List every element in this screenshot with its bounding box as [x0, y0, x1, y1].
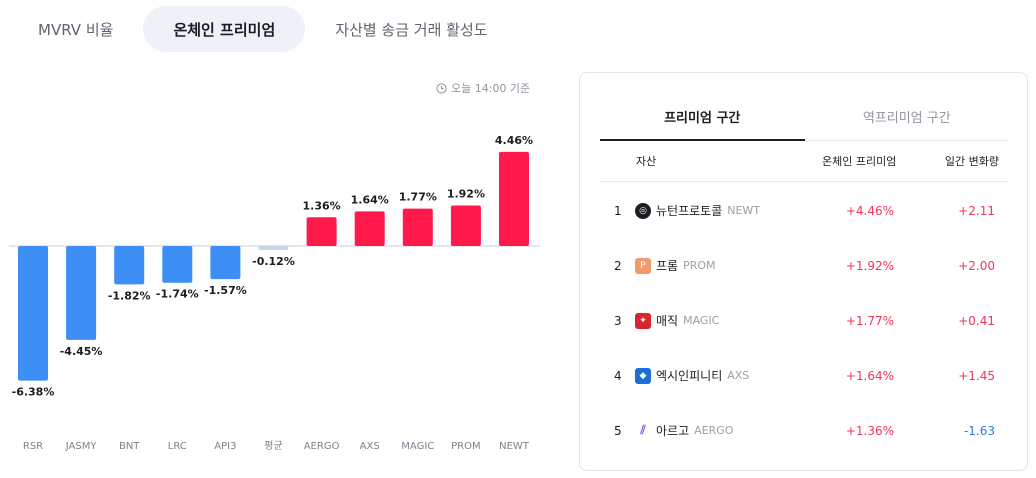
- axs-icon: ◆: [635, 367, 651, 384]
- bar-value-label: 1.92%: [447, 187, 485, 200]
- asset-cell: ◆ 엑시인피니티 AXS: [635, 367, 749, 384]
- bar-axs[interactable]: [354, 211, 385, 246]
- daily-change-value: +0.41: [958, 314, 995, 328]
- daily-change-value: +1.45: [958, 369, 995, 383]
- bar-api3[interactable]: [210, 246, 241, 280]
- asset-cell: ✦ 매직 MAGIC: [635, 312, 719, 329]
- bar-value-label: 4.46%: [495, 134, 533, 147]
- magic-icon: ✦: [635, 312, 651, 329]
- category-label: AERGO: [304, 441, 340, 452]
- prom-icon: P: [635, 257, 651, 274]
- daily-change-value: +2.00: [958, 259, 995, 273]
- bar-newt[interactable]: [499, 151, 529, 246]
- ranking-row[interactable]: 4 ◆ 엑시인피니티 AXS +1.64% +1.45: [600, 348, 1009, 403]
- asset-ticker: AXS: [727, 369, 750, 382]
- bar-prom[interactable]: [450, 205, 481, 246]
- category-label: PROM: [451, 441, 480, 452]
- category-label: JASMY: [65, 441, 98, 452]
- ranking-row[interactable]: 1 ◎ 뉴턴프로토콜 NEWT +4.46% +2.11: [600, 183, 1009, 238]
- category-label: AXS: [360, 441, 380, 452]
- rank-number: 3: [614, 314, 622, 328]
- bar-rsr[interactable]: [18, 246, 48, 381]
- asset-cell: ⫽ 아르고 AERGO: [635, 422, 733, 439]
- asset-name: 프롬: [656, 259, 679, 273]
- asset-name: 매직: [656, 314, 679, 328]
- category-label: LRC: [168, 441, 187, 452]
- bar-value-label: -1.74%: [156, 288, 199, 301]
- header-premium: 온체인 프리미엄: [822, 155, 897, 168]
- premium-ranking-card: 프리미엄 구간 역프리미엄 구간 자산 온체인 프리미엄 일간 변화량 1 ◎ 뉴턴…: [579, 72, 1028, 471]
- ranking-row[interactable]: 5 ⫽ 아르고 AERGO +1.36% -1.63: [600, 403, 1009, 458]
- timestamp: 오늘 14:00 기준: [436, 80, 530, 96]
- asset-ticker: MAGIC: [683, 314, 720, 327]
- bar-bnt[interactable]: [114, 246, 145, 285]
- ranking-tabs: 프리미엄 구간 역프리미엄 구간: [600, 93, 1009, 141]
- header-change: 일간 변화량: [944, 155, 999, 168]
- bar-lrc[interactable]: [162, 246, 193, 283]
- premium-value: +1.77%: [845, 314, 894, 328]
- asset-name: 뉴턴프로토콜: [656, 204, 723, 218]
- ranking-row[interactable]: 3 ✦ 매직 MAGIC +1.77% +0.41: [600, 293, 1009, 348]
- bar-value-label: -4.45%: [60, 345, 103, 358]
- bar-aergo[interactable]: [306, 217, 337, 246]
- bar-jasmy[interactable]: [66, 246, 97, 340]
- bar-value-label: 1.77%: [399, 191, 437, 204]
- category-label: NEWT: [499, 441, 530, 452]
- premium-value: +1.64%: [845, 369, 894, 383]
- bar-value-label: -6.38%: [12, 386, 55, 399]
- rank-number: 1: [614, 204, 622, 218]
- asset-cell: P 프롬 PROM: [635, 257, 716, 274]
- category-label: 평균: [264, 440, 282, 452]
- category-label: API3: [214, 441, 236, 452]
- bar-value-label: -1.82%: [108, 289, 151, 302]
- rank-number: 2: [614, 259, 622, 273]
- tab-transfer-activity[interactable]: 자산별 송금 거래 활성도: [335, 20, 488, 39]
- header-asset: 자산: [636, 155, 657, 168]
- tab-reverse-premium-range[interactable]: 역프리미엄 구간: [862, 111, 951, 126]
- rank-number: 5: [614, 424, 622, 438]
- ranking-table-header: 자산 온체인 프리미엄 일간 변화량: [600, 141, 1009, 182]
- asset-cell: ◎ 뉴턴프로토콜 NEWT: [635, 202, 760, 219]
- clock-icon: [436, 82, 447, 94]
- category-label: BNT: [119, 441, 140, 452]
- premium-value: +1.36%: [845, 424, 894, 438]
- tab-premium-range[interactable]: 프리미엄 구간: [600, 93, 805, 141]
- bar-value-label: -0.12%: [252, 255, 295, 268]
- asset-name: 아르고: [656, 424, 690, 438]
- timestamp-text: 오늘 14:00 기준: [451, 82, 531, 95]
- asset-ticker: AERGO: [694, 424, 734, 437]
- newton-icon: ◎: [635, 202, 651, 219]
- bar-평균[interactable]: [258, 246, 289, 250]
- tab-onchain-premium[interactable]: 온체인 프리미엄: [143, 6, 306, 52]
- bar-value-label: 1.64%: [351, 193, 389, 206]
- asset-ticker: PROM: [683, 259, 716, 272]
- ranking-table-body: 1 ◎ 뉴턴프로토콜 NEWT +4.46% +2.11 2 P 프롬 PROM +1.92% +2.…: [600, 183, 1009, 458]
- tab-mvrv-ratio[interactable]: MVRV 비율: [38, 20, 114, 39]
- premium-value: +4.46%: [845, 204, 894, 218]
- bar-value-label: 1.36%: [303, 199, 341, 212]
- premium-value: +1.92%: [845, 259, 894, 273]
- asset-ticker: NEWT: [727, 204, 761, 217]
- bar-magic[interactable]: [402, 208, 433, 246]
- category-label: MAGIC: [401, 441, 434, 452]
- aergo-icon: ⫽: [635, 422, 651, 439]
- ranking-row[interactable]: 2 P 프롬 PROM +1.92% +2.00: [600, 238, 1009, 293]
- daily-change-value: -1.63: [963, 424, 995, 438]
- rank-number: 4: [614, 369, 622, 383]
- category-label: RSR: [23, 441, 43, 452]
- metric-tabs: MVRV 비율 온체인 프리미엄 자산별 송금 거래 활성도: [0, 6, 518, 52]
- daily-change-value: +2.11: [958, 204, 995, 218]
- bar-value-label: -1.57%: [204, 284, 247, 297]
- asset-name: 엑시인피니티: [656, 369, 723, 383]
- premium-bar-chart: -6.38% RSR -4.45% JASMY -1.82% BNT -1.74% LRC -1…: [9, 134, 540, 452]
